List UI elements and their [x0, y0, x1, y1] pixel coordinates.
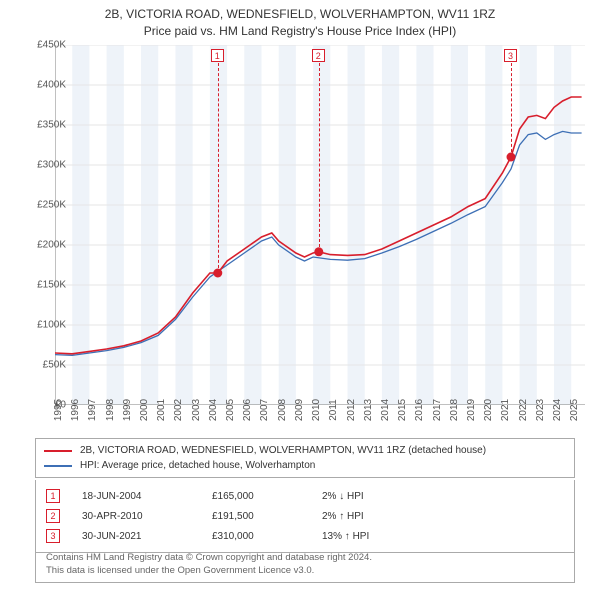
y-tick-label: £150K — [16, 280, 66, 291]
x-tick-label: 2007 — [259, 395, 270, 425]
x-tick-label: 2017 — [432, 395, 443, 425]
y-tick-label: £250K — [16, 200, 66, 211]
x-tick-label: 2004 — [208, 395, 219, 425]
marker-chip-2: 2 — [312, 49, 325, 62]
x-tick-label: 2018 — [449, 395, 460, 425]
title-line-2: Price paid vs. HM Land Registry's House … — [10, 23, 590, 40]
chart-container: 2B, VICTORIA ROAD, WEDNESFIELD, WOLVERHA… — [0, 0, 600, 590]
y-tick-label: £300K — [16, 160, 66, 171]
marker-delta: 2% ↓ HPI — [322, 491, 442, 502]
marker-date: 30-APR-2010 — [82, 511, 212, 522]
x-tick-label: 2011 — [328, 395, 339, 425]
markers-table: 1 18-JUN-2004£165,0002% ↓ HPI 2 30-APR-2010… — [35, 480, 575, 553]
legend-label-hpi: HPI: Average price, detached house, Wolv… — [80, 460, 315, 471]
y-tick-label: £50K — [16, 360, 66, 371]
x-tick-label: 2020 — [483, 395, 494, 425]
x-tick-label: 1998 — [105, 395, 116, 425]
y-tick-label: £400K — [16, 80, 66, 91]
legend-row-property: 2B, VICTORIA ROAD, WEDNESFIELD, WOLVERHA… — [44, 443, 566, 458]
marker-price: £165,000 — [212, 491, 322, 502]
y-tick-label: £100K — [16, 320, 66, 331]
legend-label-property: 2B, VICTORIA ROAD, WEDNESFIELD, WOLVERHA… — [80, 445, 486, 456]
x-tick-label: 2008 — [277, 395, 288, 425]
marker-line-3 — [511, 63, 512, 157]
y-tick-label: £450K — [16, 40, 66, 51]
marker-chip-icon: 1 — [46, 489, 60, 503]
title-line-1: 2B, VICTORIA ROAD, WEDNESFIELD, WOLVERHA… — [10, 6, 590, 23]
x-tick-label: 2016 — [414, 395, 425, 425]
marker-date: 18-JUN-2004 — [82, 491, 212, 502]
x-tick-label: 1999 — [122, 395, 133, 425]
marker-table-row: 1 18-JUN-2004£165,0002% ↓ HPI — [46, 486, 564, 506]
x-tick-label: 2013 — [363, 395, 374, 425]
marker-price: £310,000 — [212, 531, 322, 542]
marker-delta: 13% ↑ HPI — [322, 531, 442, 542]
marker-line-2 — [319, 63, 320, 252]
x-tick-label: 1996 — [70, 395, 81, 425]
marker-chip-1: 1 — [211, 49, 224, 62]
x-tick-label: 2001 — [156, 395, 167, 425]
x-tick-label: 2024 — [552, 395, 563, 425]
marker-chip-icon: 3 — [46, 529, 60, 543]
legend-swatch-property — [44, 450, 72, 452]
y-tick-label: £350K — [16, 120, 66, 131]
x-tick-label: 2014 — [380, 395, 391, 425]
x-tick-label: 2021 — [500, 395, 511, 425]
x-tick-label: 1997 — [87, 395, 98, 425]
footer-line-2: This data is licensed under the Open Gov… — [46, 565, 564, 578]
legend: 2B, VICTORIA ROAD, WEDNESFIELD, WOLVERHA… — [35, 438, 575, 478]
x-tick-label: 2009 — [294, 395, 305, 425]
x-tick-label: 2006 — [242, 395, 253, 425]
y-tick-label: £200K — [16, 240, 66, 251]
x-tick-label: 2010 — [311, 395, 322, 425]
x-tick-label: 2012 — [346, 395, 357, 425]
x-tick-label: 2015 — [397, 395, 408, 425]
plot-area — [55, 45, 585, 405]
chart-title: 2B, VICTORIA ROAD, WEDNESFIELD, WOLVERHA… — [0, 0, 600, 42]
marker-delta: 2% ↑ HPI — [322, 511, 442, 522]
footer-line-1: Contains HM Land Registry data © Crown c… — [46, 552, 564, 565]
x-tick-label: 2023 — [535, 395, 546, 425]
x-tick-label: 1995 — [53, 395, 64, 425]
legend-row-hpi: HPI: Average price, detached house, Wolv… — [44, 458, 566, 473]
marker-date: 30-JUN-2021 — [82, 531, 212, 542]
marker-price: £191,500 — [212, 511, 322, 522]
marker-table-row: 3 30-JUN-2021£310,00013% ↑ HPI — [46, 526, 564, 546]
marker-table-row: 2 30-APR-2010£191,5002% ↑ HPI — [46, 506, 564, 526]
chart-svg — [55, 45, 585, 405]
x-tick-label: 2019 — [466, 395, 477, 425]
x-tick-label: 2022 — [518, 395, 529, 425]
marker-line-1 — [218, 63, 219, 273]
x-tick-label: 2025 — [569, 395, 580, 425]
x-tick-label: 2000 — [139, 395, 150, 425]
x-tick-label: 2005 — [225, 395, 236, 425]
marker-chip-icon: 2 — [46, 509, 60, 523]
x-tick-label: 2003 — [191, 395, 202, 425]
x-tick-label: 2002 — [173, 395, 184, 425]
legend-swatch-hpi — [44, 465, 72, 467]
attribution-footer: Contains HM Land Registry data © Crown c… — [35, 548, 575, 583]
marker-chip-3: 3 — [504, 49, 517, 62]
